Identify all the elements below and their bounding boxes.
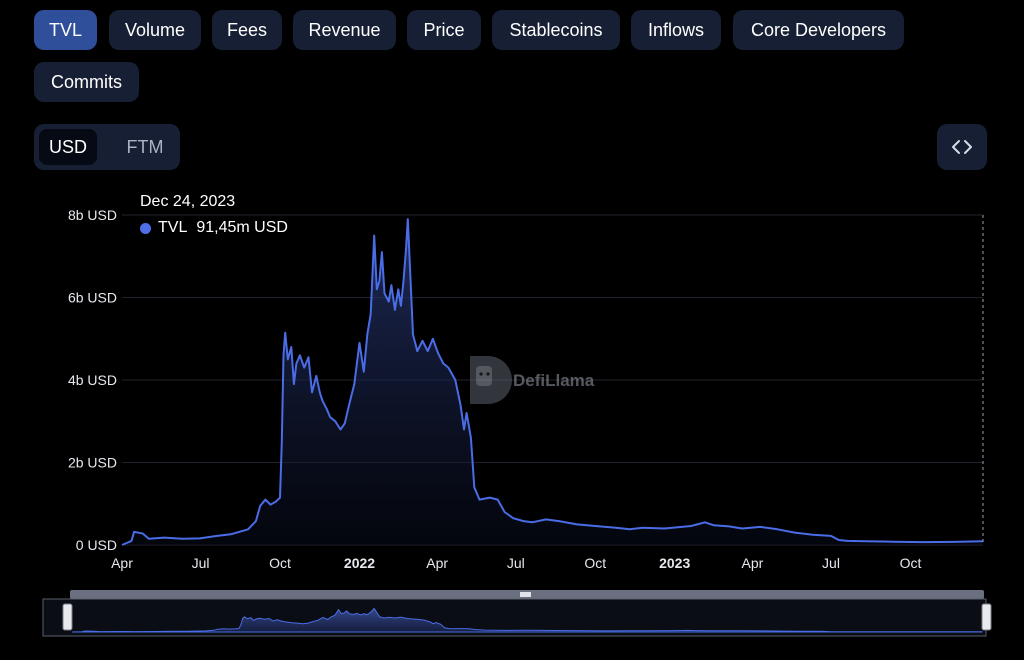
tooltip-series-name: TVL [158,219,188,236]
x-tick-label: Oct [269,555,291,571]
x-tick-label: Jul [507,555,525,571]
tab-inflows[interactable]: Inflows [631,10,721,50]
tab-price[interactable]: Price [407,10,481,50]
tab-core-developers[interactable]: Core Developers [733,10,904,50]
y-tick-label: 8b USD [68,207,117,223]
x-tick-label: 2022 [344,555,375,571]
tab-fees[interactable]: Fees [212,10,282,50]
range-slider-left-handle[interactable] [62,603,73,631]
tooltip-date: Dec 24, 2023 [140,193,236,210]
y-tick-label: 6b USD [68,290,117,306]
tab-stablecoins[interactable]: Stablecoins [492,10,620,50]
tab-revenue[interactable]: Revenue [293,10,396,50]
currency-option-usd[interactable]: USD [39,129,97,165]
x-tick-label: 2023 [659,555,690,571]
watermark-text: DefiLlama [513,371,595,390]
y-axis-ticks: 0 USD 2b USD 4b USD 6b USD 8b USD [68,207,117,553]
range-slider-right-handle[interactable] [981,603,992,631]
range-slider[interactable] [42,590,992,637]
tvl-series-line [121,218,984,546]
x-tick-label: Jul [192,555,210,571]
chart-tooltip: Dec 24, 2023 TVL 91,45m USD [140,193,288,237]
y-tick-label: 4b USD [68,372,117,388]
currency-option-ftm[interactable]: FTM [126,137,164,157]
embed-button[interactable] [937,124,987,170]
x-tick-label: Apr [742,555,764,571]
range-slider-grip[interactable] [520,592,531,597]
tooltip-value: 91,45m USD [196,219,288,236]
code-brackets-icon [952,140,972,154]
x-tick-label: Oct [584,555,606,571]
x-tick-label: Apr [111,555,133,571]
x-tick-label: Apr [426,555,448,571]
llama-logo-icon [470,356,512,404]
x-tick-label: Oct [900,555,922,571]
x-tick-label: Jul [822,555,840,571]
y-tick-label: 0 USD [76,537,117,553]
series-dot-icon [140,222,151,234]
tab-commits[interactable]: Commits [34,62,139,102]
tvl-area-fill [122,219,983,545]
currency-toggle: USD FTM [34,124,180,170]
range-slider-preview [71,607,983,633]
tab-volume[interactable]: Volume [109,10,201,50]
y-tick-label: 2b USD [68,455,117,471]
tab-tvl[interactable]: TVL [34,10,97,50]
x-axis-ticks: Apr Jul Oct 2022 Apr Jul Oct 2023 Apr Jul Oct [111,555,921,571]
watermark: DefiLlama [470,356,595,404]
tooltip-row: TVL 91,45m USD [140,219,288,237]
